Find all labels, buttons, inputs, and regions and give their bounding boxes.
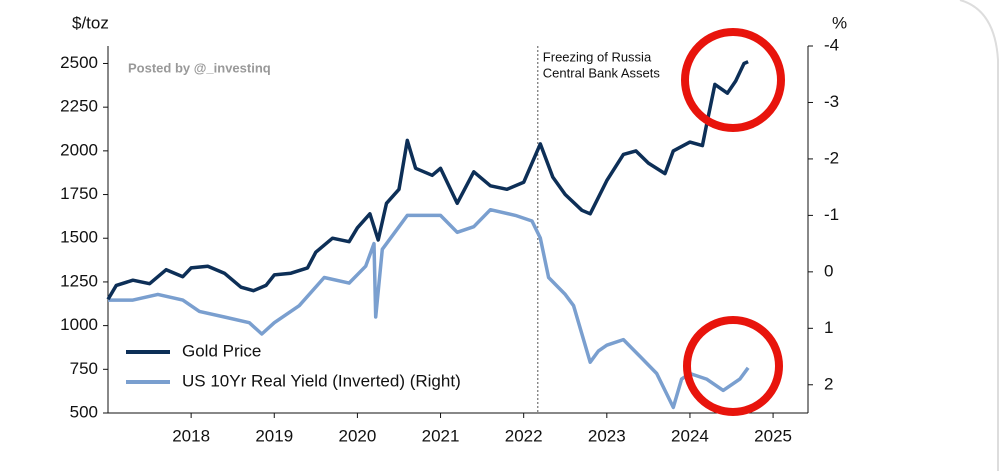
y-tick-label: 750	[70, 359, 98, 378]
y2-axis-label: %	[832, 13, 847, 32]
highlight-circle	[683, 316, 783, 416]
y-axis-label: $/toz	[72, 13, 109, 32]
y2-tick-label: -1	[824, 205, 839, 224]
x-tick-label: 2020	[338, 426, 376, 445]
x-tick-label: 2021	[422, 426, 460, 445]
y2-tick-label: -4	[824, 35, 839, 54]
legend-label: US 10Yr Real Yield (Inverted) (Right)	[182, 371, 461, 390]
y-tick-label: 2000	[60, 140, 98, 159]
x-tick-label: 2023	[588, 426, 626, 445]
y-tick-label: 2500	[60, 53, 98, 72]
series-line	[108, 207, 750, 410]
card-edge	[959, 0, 999, 471]
series-line	[106, 60, 749, 301]
x-tick-label: 2024	[671, 426, 709, 445]
legend-label: Gold Price	[182, 341, 261, 360]
watermark: Posted by @_investinq	[128, 60, 271, 75]
y2-tick-label: 1	[824, 318, 833, 337]
y2-tick-label: 2	[824, 374, 833, 393]
x-tick-label: 2019	[255, 426, 293, 445]
y2-tick-label: -3	[824, 92, 839, 111]
annotation-text: Central Bank Assets	[543, 65, 661, 80]
y2-tick-label: -2	[824, 148, 839, 167]
y-tick-label: 500	[70, 402, 98, 421]
x-tick-label: 2022	[505, 426, 543, 445]
y-tick-label: 1000	[60, 315, 98, 334]
y-tick-label: 1500	[60, 228, 98, 247]
y2-tick-label: 0	[824, 261, 833, 280]
highlight-circle	[681, 28, 785, 132]
x-tick-label: 2025	[754, 426, 792, 445]
annotation-text: Freezing of Russia	[543, 49, 652, 64]
y-tick-label: 1750	[60, 184, 98, 203]
y-tick-label: 2250	[60, 97, 98, 116]
x-tick-label: 2018	[172, 426, 210, 445]
y-tick-label: 1250	[60, 271, 98, 290]
